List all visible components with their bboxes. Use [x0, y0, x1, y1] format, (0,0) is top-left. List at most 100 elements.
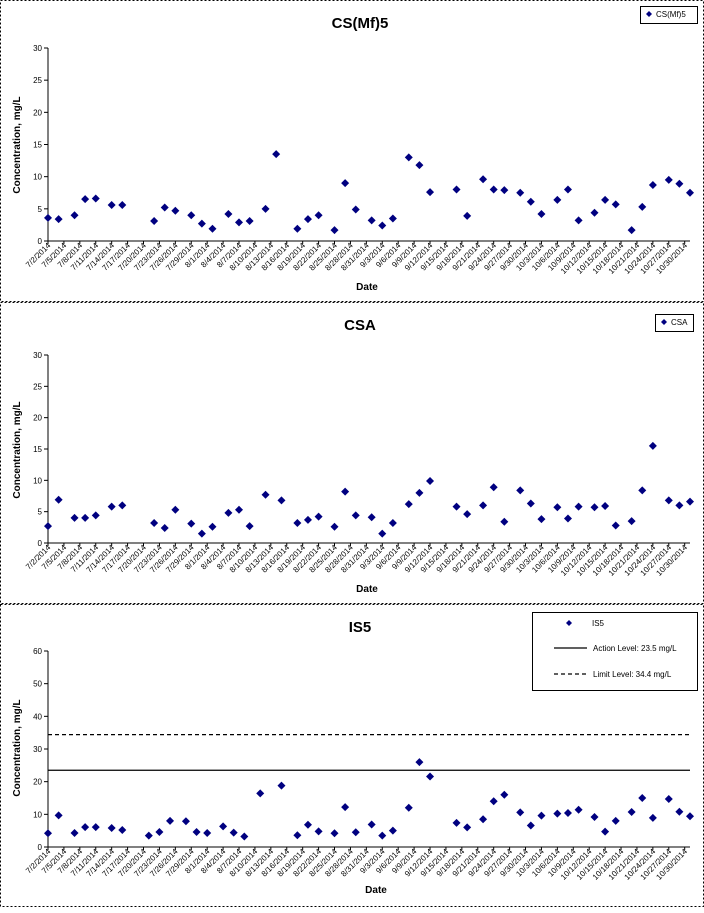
data-point [171, 505, 180, 514]
data-point [91, 823, 100, 832]
data-point [574, 805, 583, 814]
data-point [415, 758, 424, 767]
data-point [563, 514, 572, 523]
data-point [303, 215, 312, 224]
data-point [601, 502, 610, 511]
data-point [452, 502, 461, 511]
data-point [489, 483, 498, 492]
data-point [197, 529, 206, 538]
y-tick-label: 5 [38, 205, 43, 214]
y-tick-label: 0 [38, 843, 43, 852]
data-point [553, 195, 562, 204]
data-point [563, 185, 572, 194]
data-point [590, 812, 599, 821]
data-point [330, 829, 339, 838]
data-point [489, 797, 498, 806]
data-point [208, 522, 217, 531]
data-point [537, 811, 546, 820]
data-point [675, 179, 684, 188]
data-point [160, 203, 169, 212]
data-point [44, 522, 52, 531]
chart-panel-1: CSA0510152025307/2/20147/5/20147/8/20147… [0, 302, 704, 604]
data-point [341, 803, 350, 812]
data-point [341, 179, 350, 188]
x-axis-label: Date [356, 584, 378, 595]
data-point [648, 813, 657, 822]
data-point [166, 816, 175, 825]
data-point [590, 208, 599, 217]
data-point [91, 511, 100, 520]
data-point [81, 195, 90, 204]
y-tick-label: 15 [33, 445, 42, 454]
data-point [107, 502, 116, 511]
legend-entry-label: Limit Level: 34.4 mg/L [593, 670, 672, 679]
data-point [500, 186, 509, 195]
data-point [150, 217, 159, 226]
y-tick-label: 50 [33, 680, 42, 689]
data-point [516, 486, 525, 495]
y-axis-label: Concentration, mg/L [12, 699, 23, 796]
y-tick-label: 25 [33, 76, 42, 85]
data-point [378, 831, 387, 840]
legend-box [640, 6, 698, 24]
data-point [601, 195, 610, 204]
data-point [277, 496, 286, 505]
data-point [341, 487, 350, 496]
data-point [388, 826, 397, 835]
data-point [686, 188, 694, 197]
data-point [224, 508, 233, 517]
data-point [611, 521, 620, 530]
data-point [160, 523, 169, 532]
data-point [107, 824, 116, 833]
legend-entry-label: CSA [671, 318, 688, 327]
data-point [351, 205, 360, 214]
data-point [601, 827, 610, 836]
data-point [70, 211, 79, 220]
chart-frame [0, 302, 704, 604]
data-point [224, 209, 233, 218]
data-point [452, 818, 461, 827]
y-tick-label: 40 [33, 712, 42, 721]
legend-marker-icon [566, 620, 572, 626]
data-point [452, 185, 461, 194]
data-point [70, 828, 79, 837]
y-tick-label: 10 [33, 476, 42, 485]
y-tick-label: 30 [33, 351, 42, 360]
data-point [351, 511, 360, 520]
data-point [479, 501, 488, 510]
chart-title: CSA [344, 317, 376, 334]
legend-marker-icon [646, 11, 652, 17]
data-point [415, 488, 424, 497]
data-point [330, 226, 339, 235]
data-point [367, 820, 376, 829]
data-point [378, 221, 387, 230]
data-point [261, 490, 270, 499]
y-tick-label: 25 [33, 382, 42, 391]
data-point [664, 794, 673, 803]
y-tick-label: 5 [38, 508, 43, 517]
data-point [537, 209, 546, 218]
data-point [44, 829, 52, 838]
chart-title: CS(Mf)5 [332, 15, 389, 32]
data-point [192, 827, 201, 836]
data-point [118, 501, 127, 510]
data-point [388, 214, 397, 223]
y-tick-label: 0 [38, 237, 43, 246]
data-point [404, 153, 413, 162]
y-tick-label: 20 [33, 414, 42, 423]
data-point [293, 831, 302, 840]
legend-box [655, 314, 694, 332]
data-point [415, 161, 424, 170]
data-point [638, 794, 647, 802]
data-point [144, 831, 153, 840]
data-point [479, 175, 488, 184]
data-point [426, 476, 435, 485]
legend-box [532, 612, 698, 691]
data-point [314, 827, 323, 836]
data-point [627, 517, 636, 526]
data-point [627, 808, 636, 817]
data-point [426, 188, 435, 197]
data-point [686, 812, 694, 821]
data-point [590, 503, 599, 512]
